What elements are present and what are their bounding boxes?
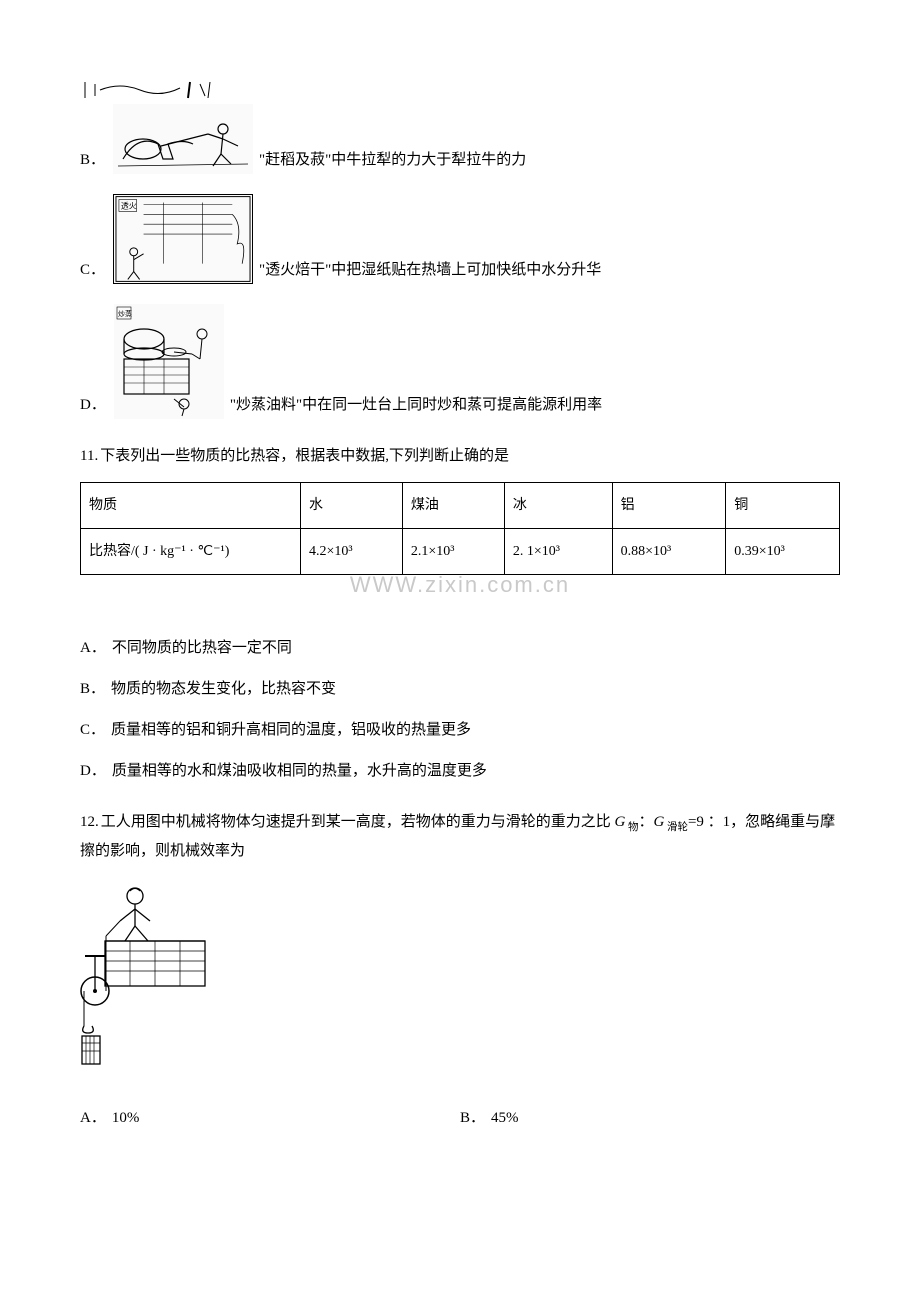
q11-option-a: A． 不同物质的比热容一定不同 <box>80 635 840 662</box>
q11-opt-d-text: 质量相等的水和煤油吸收相同的热量，水升高的温度更多 <box>112 763 487 779</box>
option-b-text: "赶稻及菽"中牛拉犁的力大于犁拉牛的力 <box>259 147 526 174</box>
table-col-kerosene: 煤油 <box>402 483 504 529</box>
option-d-row: D． 炒蒸 "炒蒸油料"中在同一灶台上同时炒和蒸可提高能源利用率 <box>80 304 840 419</box>
q12-opt-a-label: A． <box>80 1110 106 1126</box>
q11-opt-c-label: C． <box>80 722 105 738</box>
q11-opt-a-text: 不同物质的比热容一定不同 <box>112 640 292 656</box>
option-b-image <box>113 104 253 174</box>
table-row: 物质 水 煤油 冰 铝 铜 <box>81 483 840 529</box>
table-col-ice: 冰 <box>504 483 612 529</box>
q12-opt-a-text: 10% <box>112 1110 140 1126</box>
option-c-image: 透火 <box>113 194 253 284</box>
q12-options-row: A． 10% B． 45% <box>80 1091 840 1146</box>
q12-sub1: 物 <box>625 822 638 833</box>
watermark-text: WWW.zixin.com.cn <box>80 565 840 605</box>
q11-options: A． 不同物质的比热容一定不同 B． 物质的物态发生变化，比热容不变 C． 质量相等的… <box>80 635 840 785</box>
svg-text:炒蒸: 炒蒸 <box>118 309 132 318</box>
q11-opt-a-label: A． <box>80 640 106 656</box>
top-image-fragment <box>80 80 220 100</box>
q11-number: 11. <box>80 448 98 464</box>
option-d-image: 炒蒸 <box>114 304 224 419</box>
q11-option-b: B． 物质的物态发生变化，比热容不变 <box>80 676 840 703</box>
q12-text-1: 工人用图中机械将物体匀速提升到某一高度，若物体的重力与滑轮的重力之比 <box>101 814 615 830</box>
q11-option-d: D． 质量相等的水和煤油吸收相同的热量，水升高的温度更多 <box>80 758 840 785</box>
q11-opt-b-label: B． <box>80 681 105 697</box>
q11-table: 物质 水 煤油 冰 铝 铜 比热容/( J · kg⁻¹ · ℃⁻¹) 4.2×… <box>80 482 840 575</box>
q11-opt-d-label: D． <box>80 763 106 779</box>
q12-option-b: B． 45% <box>460 1105 840 1132</box>
option-c-row: C． 透火 "透火焙干"中把湿纸贴在热墙上可加快纸中水分升华 <box>80 194 840 284</box>
option-b-label: B． <box>80 147 105 174</box>
table-col-aluminum: 铝 <box>612 483 726 529</box>
q11-text: 下表列出一些物质的比热容，根据表中数据,下列判断止确的是 <box>100 448 509 464</box>
q11-stem: 11.下表列出一些物质的比热容，根据表中数据,下列判断止确的是 <box>80 443 840 470</box>
option-c-text: "透火焙干"中把湿纸贴在热墙上可加快纸中水分升华 <box>259 257 601 284</box>
q12-stem: 12.工人用图中机械将物体匀速提升到某一高度，若物体的重力与滑轮的重力之比 G … <box>80 809 840 865</box>
q11-opt-c-text: 质量相等的铝和铜升高相同的温度，铝吸收的热量更多 <box>111 722 471 738</box>
q12-opt-b-text: 45% <box>491 1110 519 1126</box>
q12-option-a: A． 10% <box>80 1105 460 1132</box>
table-header-substance: 物质 <box>81 483 301 529</box>
option-d-text: "炒蒸油料"中在同一灶台上同时炒和蒸可提高能源利用率 <box>230 392 602 419</box>
svg-text:透火: 透火 <box>121 201 137 210</box>
option-d-label: D． <box>80 392 106 419</box>
option-c-label: C． <box>80 257 105 284</box>
q12-colon: ： <box>638 814 653 830</box>
q12-g1: G <box>615 814 626 830</box>
q12-sub2: 滑轮 <box>664 822 688 833</box>
table-col-water: 水 <box>301 483 403 529</box>
q11-option-c: C． 质量相等的铝和铜升高相同的温度，铝吸收的热量更多 <box>80 717 840 744</box>
q12-g2: G <box>654 814 665 830</box>
q12-image <box>80 881 210 1071</box>
option-b-row: B． "赶稻及菽"中牛拉犁的力大于犁拉牛的力 <box>80 104 840 174</box>
q12-opt-b-label: B． <box>460 1110 485 1126</box>
q12-number: 12. <box>80 814 99 830</box>
table-col-copper: 铜 <box>726 483 840 529</box>
q11-opt-b-text: 物质的物态发生变化，比热容不变 <box>111 681 336 697</box>
